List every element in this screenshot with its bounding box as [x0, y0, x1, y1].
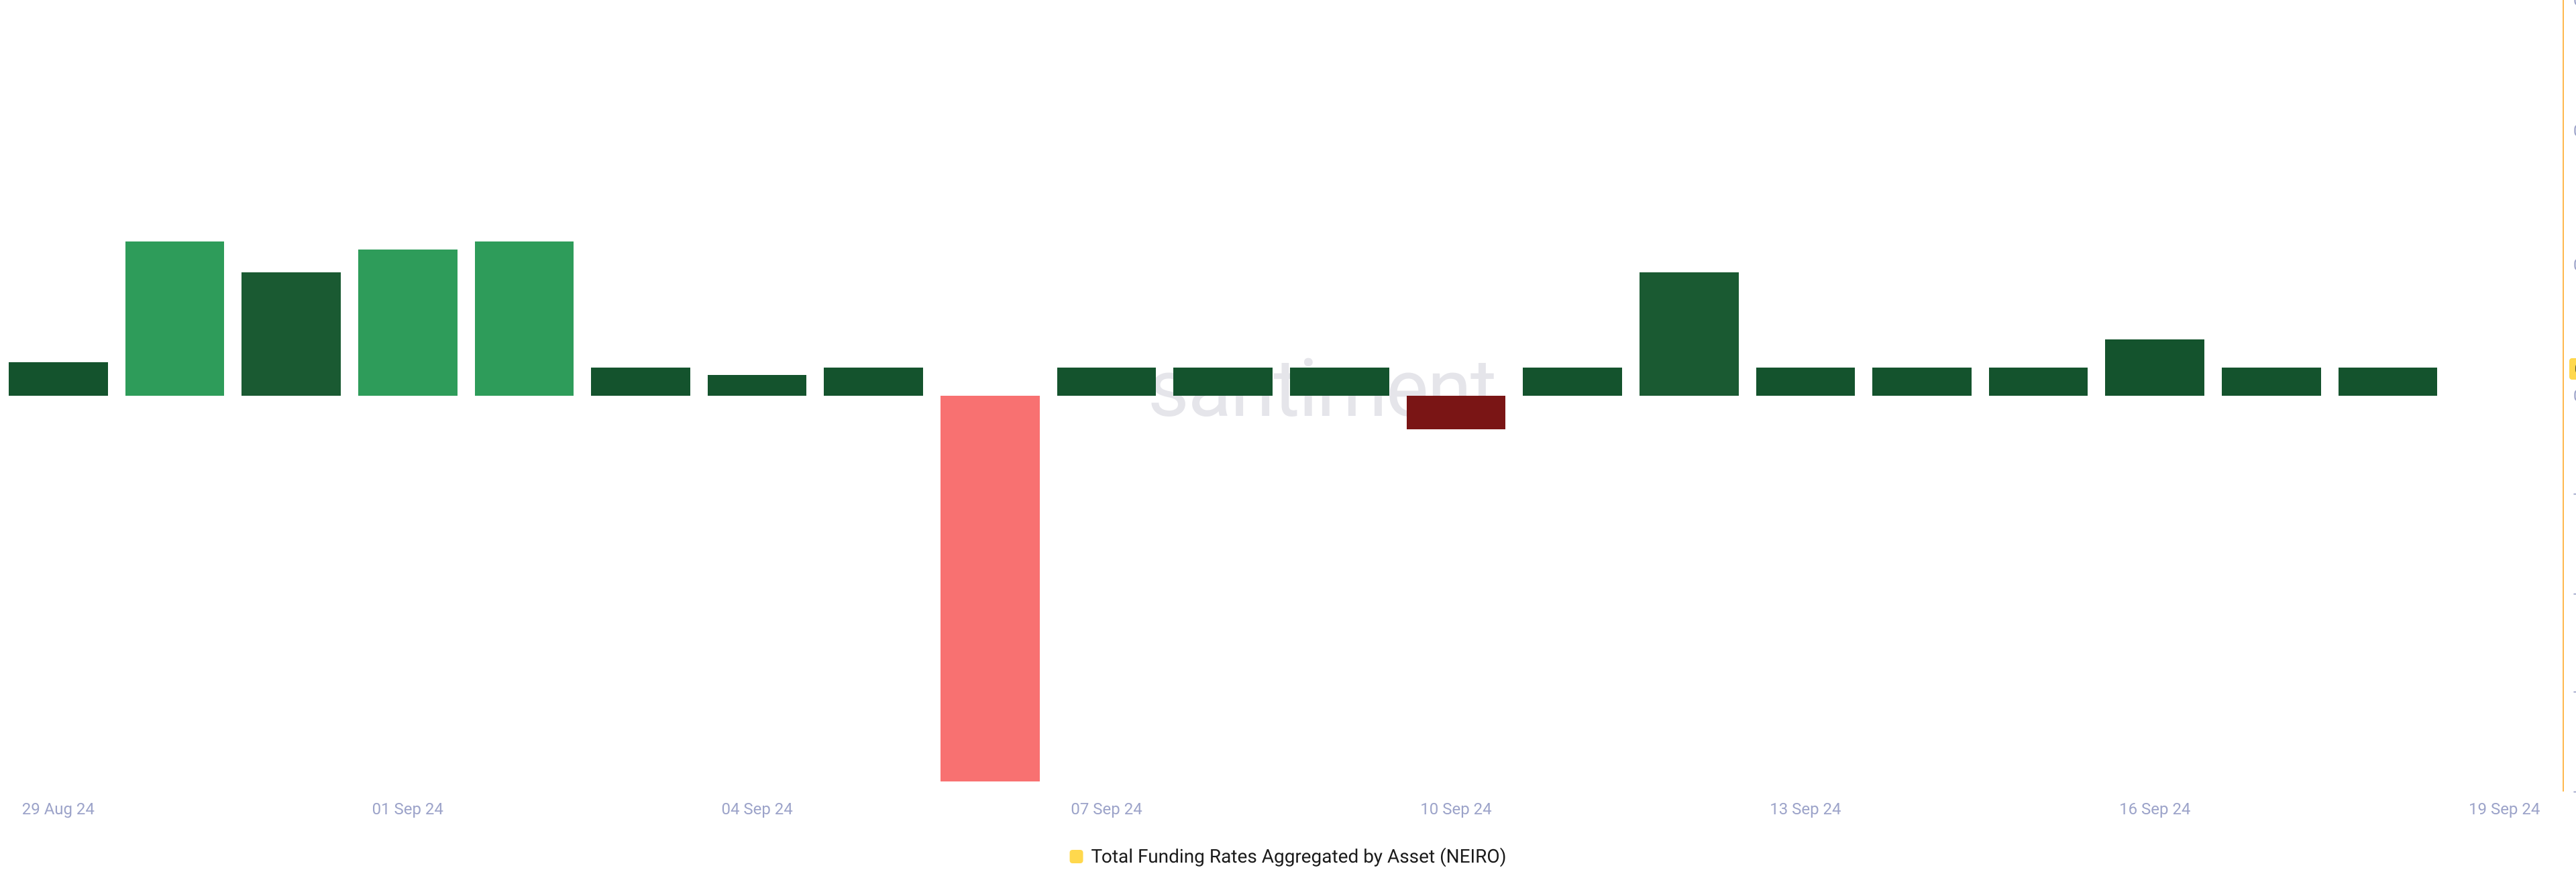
y-tick-label: -0.154% — [2573, 782, 2576, 801]
legend-label: Total Funding Rates Aggregated by Asset … — [1091, 845, 1507, 867]
bar — [708, 375, 807, 396]
bar — [1989, 368, 2088, 396]
bar — [125, 241, 225, 396]
bar — [2222, 368, 2321, 396]
y-tick-label: 0.154% — [2573, 0, 2576, 9]
y-tick-label: -0.115% — [2573, 682, 2576, 701]
y-tick-label: 0.103% — [2573, 121, 2576, 140]
right-axis-line — [2563, 0, 2564, 792]
bar — [358, 250, 458, 396]
bar — [9, 362, 108, 396]
x-tick-label: 19 Sep 24 — [2469, 800, 2540, 818]
bar — [1290, 368, 1389, 396]
current-value-badge: 0.01% — [2569, 358, 2576, 380]
bar — [1407, 396, 1506, 429]
x-tick-label: 07 Sep 24 — [1071, 800, 1142, 818]
y-tick-label: 0% — [2573, 386, 2576, 405]
bar — [475, 241, 574, 396]
x-tick-label: 01 Sep 24 — [372, 800, 443, 818]
y-tick-label: 0.051% — [2573, 256, 2576, 274]
bar — [1872, 368, 1972, 396]
bar — [1057, 368, 1157, 396]
bar — [1756, 368, 1856, 396]
bar — [824, 368, 923, 396]
y-tick-label: -0.038% — [2573, 484, 2576, 503]
bar — [2339, 368, 2438, 396]
x-tick-label: 29 Aug 24 — [22, 800, 95, 818]
x-tick-label: 10 Sep 24 — [1420, 800, 1491, 818]
x-tick-label: 04 Sep 24 — [721, 800, 792, 818]
legend-swatch-icon — [1070, 850, 1083, 863]
y-tick-label: -0.077% — [2573, 584, 2576, 603]
x-tick-label: 13 Sep 24 — [1770, 800, 1841, 818]
bar — [1173, 368, 1273, 396]
bar — [1523, 368, 1622, 396]
bar — [241, 272, 341, 396]
x-tick-label: 16 Sep 24 — [2119, 800, 2190, 818]
bar — [591, 368, 690, 396]
funding-rate-chart: santiment 0.154%0.103%0.051%0%-0.038%-0.… — [0, 0, 2576, 872]
bar — [941, 396, 1040, 781]
chart-legend: Total Funding Rates Aggregated by Asset … — [1070, 845, 1507, 867]
bar — [2105, 339, 2204, 396]
bar — [1640, 272, 1739, 396]
